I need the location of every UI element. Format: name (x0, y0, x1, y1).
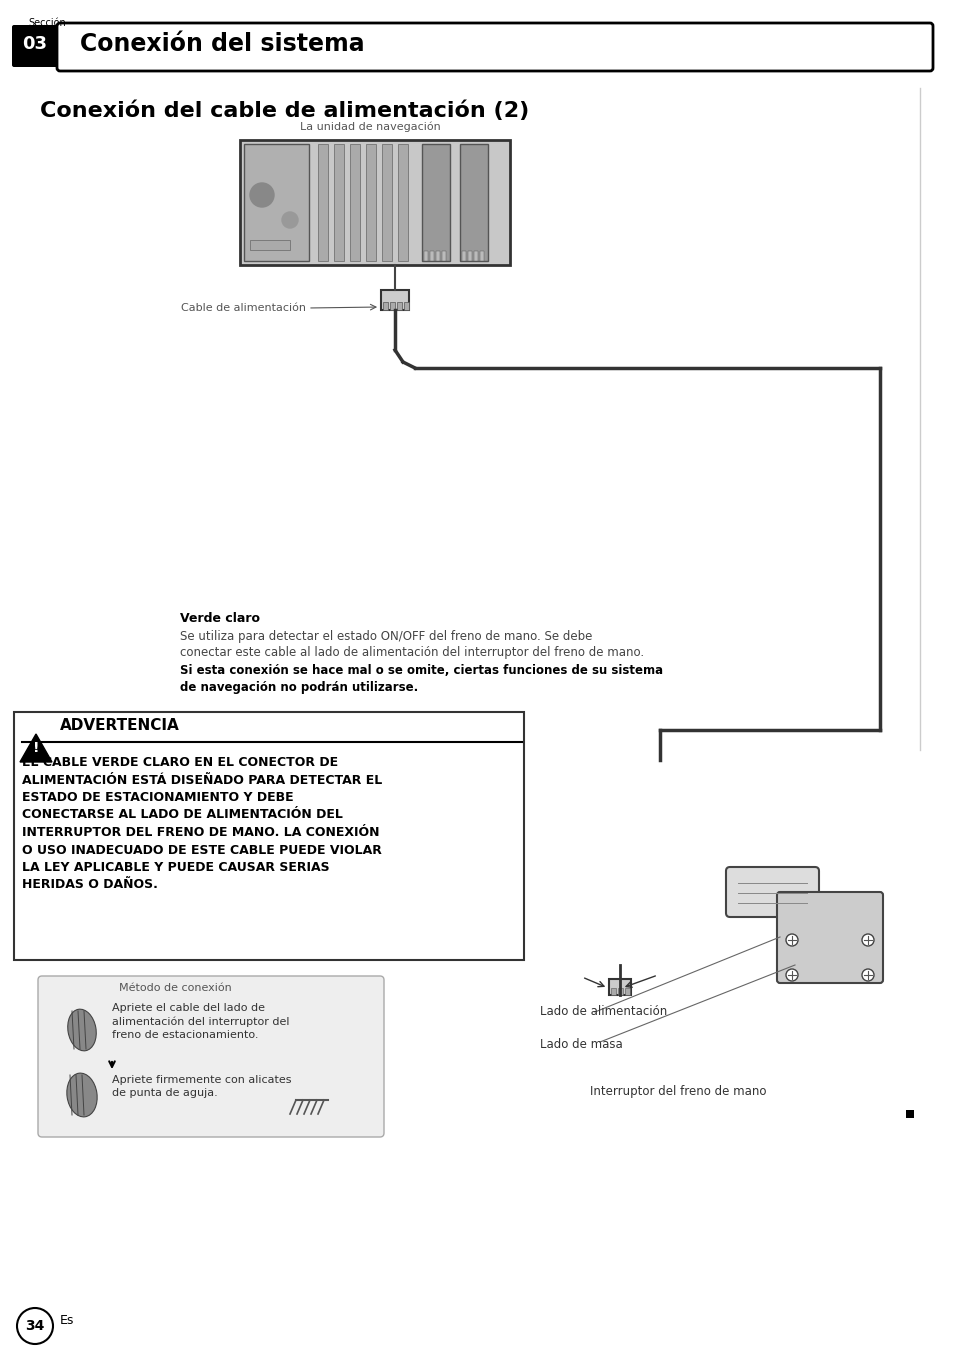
Text: 03: 03 (23, 35, 48, 53)
Text: Lado de alimentación: Lado de alimentación (539, 1005, 666, 1018)
Bar (624, 988, 629, 995)
Text: Conexión del cable de alimentación (2): Conexión del cable de alimentación (2) (40, 100, 529, 120)
Bar (459, 145, 488, 261)
Circle shape (862, 969, 873, 982)
Bar (421, 145, 450, 261)
Text: La unidad de navegación: La unidad de navegación (299, 122, 440, 132)
Text: !: ! (32, 741, 39, 754)
Bar (350, 145, 359, 261)
Text: Se utiliza para detectar el estado ON/OFF del freno de mano. Se debe: Se utiliza para detectar el estado ON/OF… (180, 630, 592, 644)
Text: Apriete el cable del lado de
alimentación del interruptor del
freno de estaciona: Apriete el cable del lado de alimentació… (112, 1003, 289, 1040)
Circle shape (250, 183, 274, 207)
Circle shape (785, 969, 797, 982)
Bar (468, 251, 472, 261)
FancyBboxPatch shape (57, 23, 932, 72)
Ellipse shape (68, 1009, 96, 1051)
Bar (403, 301, 409, 310)
FancyBboxPatch shape (725, 867, 818, 917)
Text: Apriete firmemente con alicates
de punta de aguja.: Apriete firmemente con alicates de punta… (112, 1075, 292, 1098)
Bar (334, 145, 344, 261)
Bar (390, 301, 395, 310)
Bar (14, 713, 523, 960)
Bar (396, 301, 401, 310)
Circle shape (785, 934, 797, 946)
Text: Interruptor del freno de mano: Interruptor del freno de mano (589, 1086, 765, 1098)
Bar (461, 251, 465, 261)
Text: Es: Es (60, 1314, 74, 1328)
Text: EL CABLE VERDE CLARO EN EL CONECTOR DE
ALIMENTACIÓN ESTÁ DISEÑADO PARA DETECTAR : EL CABLE VERDE CLARO EN EL CONECTOR DE A… (22, 756, 382, 891)
Text: Método de conexión: Método de conexión (118, 983, 232, 992)
Bar (610, 988, 616, 995)
Bar (397, 145, 408, 261)
Bar (240, 141, 510, 265)
Bar (244, 145, 309, 261)
Bar (479, 251, 483, 261)
Bar (250, 241, 290, 250)
FancyBboxPatch shape (38, 976, 384, 1137)
Bar (441, 251, 446, 261)
Text: Si esta conexión se hace mal o se omite, ciertas funciones de su sistema
de nave: Si esta conexión se hace mal o se omite,… (180, 664, 662, 694)
Text: Cable de alimentación: Cable de alimentación (181, 303, 306, 314)
Bar (380, 289, 409, 310)
Bar (381, 145, 392, 261)
Circle shape (17, 1307, 53, 1344)
FancyBboxPatch shape (12, 24, 58, 68)
Text: Sección: Sección (28, 18, 66, 28)
FancyBboxPatch shape (776, 892, 882, 983)
Bar (618, 988, 622, 995)
Bar (382, 301, 388, 310)
Bar (436, 251, 439, 261)
Polygon shape (20, 734, 52, 763)
Bar (608, 979, 630, 995)
Bar (423, 251, 428, 261)
Text: 34: 34 (26, 1320, 45, 1333)
Bar (905, 1110, 913, 1118)
Text: Lado de masa: Lado de masa (539, 1038, 622, 1051)
Bar (474, 251, 477, 261)
Text: conectar este cable al lado de alimentación del interruptor del freno de mano.: conectar este cable al lado de alimentac… (180, 646, 643, 658)
Text: Conexión del sistema: Conexión del sistema (80, 32, 364, 55)
Text: Verde claro: Verde claro (180, 612, 260, 625)
Circle shape (282, 212, 297, 228)
Circle shape (862, 934, 873, 946)
Bar (317, 145, 328, 261)
Text: ADVERTENCIA: ADVERTENCIA (60, 718, 179, 733)
Bar (366, 145, 375, 261)
Ellipse shape (67, 1073, 97, 1117)
Bar (430, 251, 434, 261)
